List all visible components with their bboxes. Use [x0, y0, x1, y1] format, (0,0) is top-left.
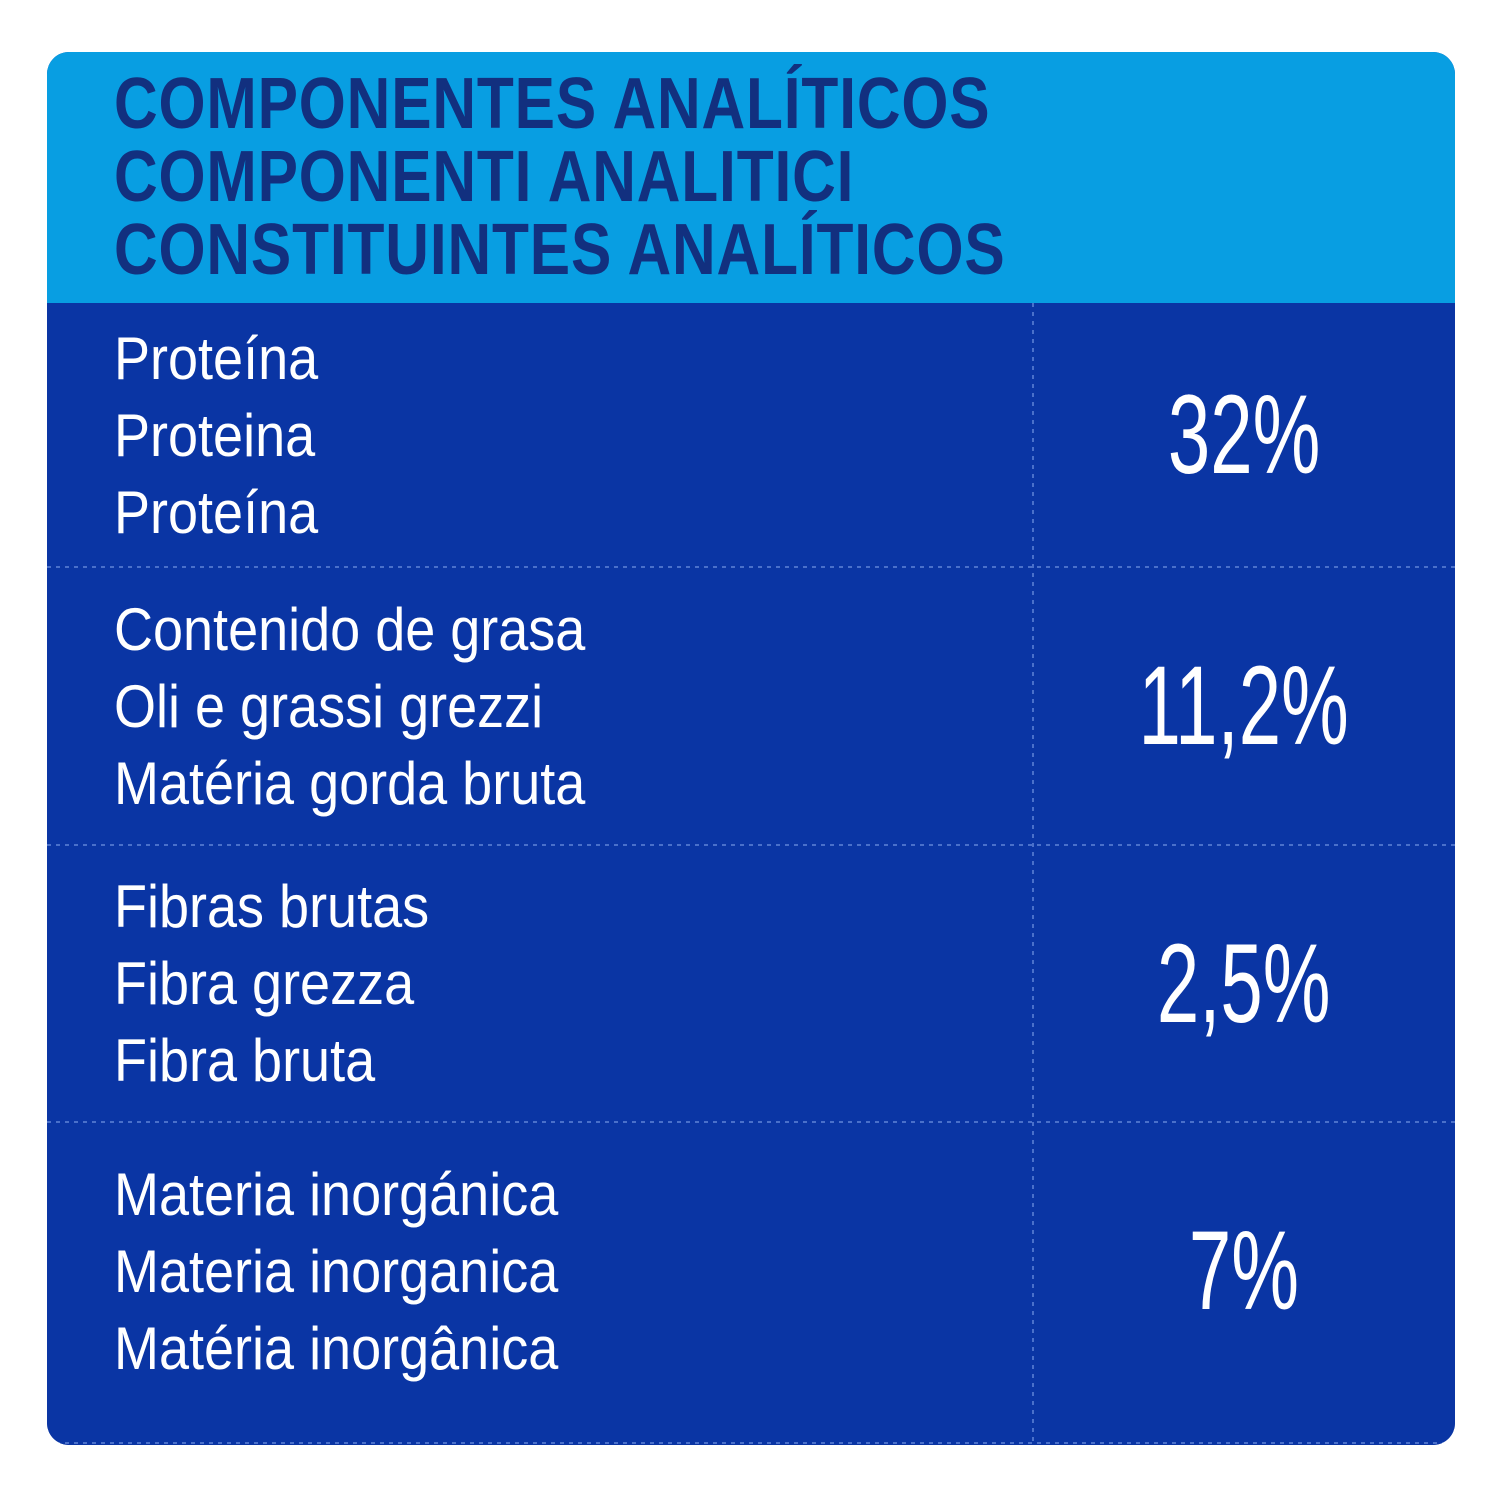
- fibre-value: 2,5%: [1157, 920, 1331, 1046]
- fat-value-cell: 11,2%: [1033, 567, 1455, 845]
- table-row-ash: Materia inorgánica Materia inorganica Ma…: [47, 1122, 1455, 1445]
- panel-header: COMPONENTES ANALÍTICOS COMPONENTI ANALIT…: [47, 52, 1455, 303]
- protein-value-cell: 32%: [1033, 303, 1455, 567]
- fibre-labels: Fibras brutas Fibra grezza Fibra bruta: [47, 845, 1033, 1122]
- protein-value: 32%: [1167, 372, 1321, 497]
- ash-value-cell: 7%: [1033, 1122, 1455, 1420]
- ash-label-es: Materia inorgánica: [114, 1160, 559, 1228]
- row-divider-2: [47, 844, 1455, 846]
- fibre-value-cell: 2,5%: [1033, 845, 1455, 1122]
- ash-labels: Materia inorgánica Materia inorganica Ma…: [47, 1122, 1033, 1420]
- row-divider-1: [47, 566, 1455, 568]
- protein-label-es: Proteína: [114, 324, 319, 392]
- panel-body: Proteína Proteina Proteína 32% Contenido…: [47, 303, 1455, 1445]
- fibre-label-pt: Fibra bruta: [114, 1027, 376, 1094]
- fat-label-it: Oli e grassi grezzi: [114, 672, 544, 740]
- analytical-components-panel: COMPONENTES ANALÍTICOS COMPONENTI ANALIT…: [47, 52, 1455, 1445]
- protein-labels: Proteína Proteina Proteína: [47, 303, 1033, 567]
- table-row-fibre: Fibras brutas Fibra grezza Fibra bruta 2…: [47, 845, 1455, 1122]
- ash-value: 7%: [1188, 1208, 1300, 1333]
- protein-label-pt: Proteína: [114, 478, 319, 546]
- fat-label-pt: Matéria gorda bruta: [114, 749, 586, 817]
- header-line-es: COMPONENTES ANALÍTICOS: [114, 64, 991, 144]
- protein-label-it: Proteina: [114, 401, 316, 469]
- fat-labels: Contenido de grasa Oli e grassi grezzi M…: [47, 567, 1033, 845]
- header-line-it: COMPONENTI ANALITICI: [114, 137, 855, 217]
- table-row-protein: Proteína Proteina Proteína 32%: [47, 303, 1455, 567]
- vertical-dashed-divider: [1032, 303, 1034, 1445]
- ash-label-it: Materia inorganica: [114, 1237, 559, 1305]
- header-line-pt: CONSTITUINTES ANALÍTICOS: [114, 210, 1006, 290]
- bottom-edge-divider: [47, 1442, 1455, 1444]
- fat-value: 11,2%: [1138, 643, 1350, 768]
- table-row-fat: Contenido de grasa Oli e grassi grezzi M…: [47, 567, 1455, 845]
- fibre-label-it: Fibra grezza: [114, 950, 415, 1017]
- fibre-label-es: Fibras brutas: [114, 873, 430, 940]
- ash-label-pt: Matéria inorgânica: [114, 1314, 559, 1382]
- fat-label-es: Contenido de grasa: [114, 595, 586, 663]
- row-divider-3: [47, 1121, 1455, 1123]
